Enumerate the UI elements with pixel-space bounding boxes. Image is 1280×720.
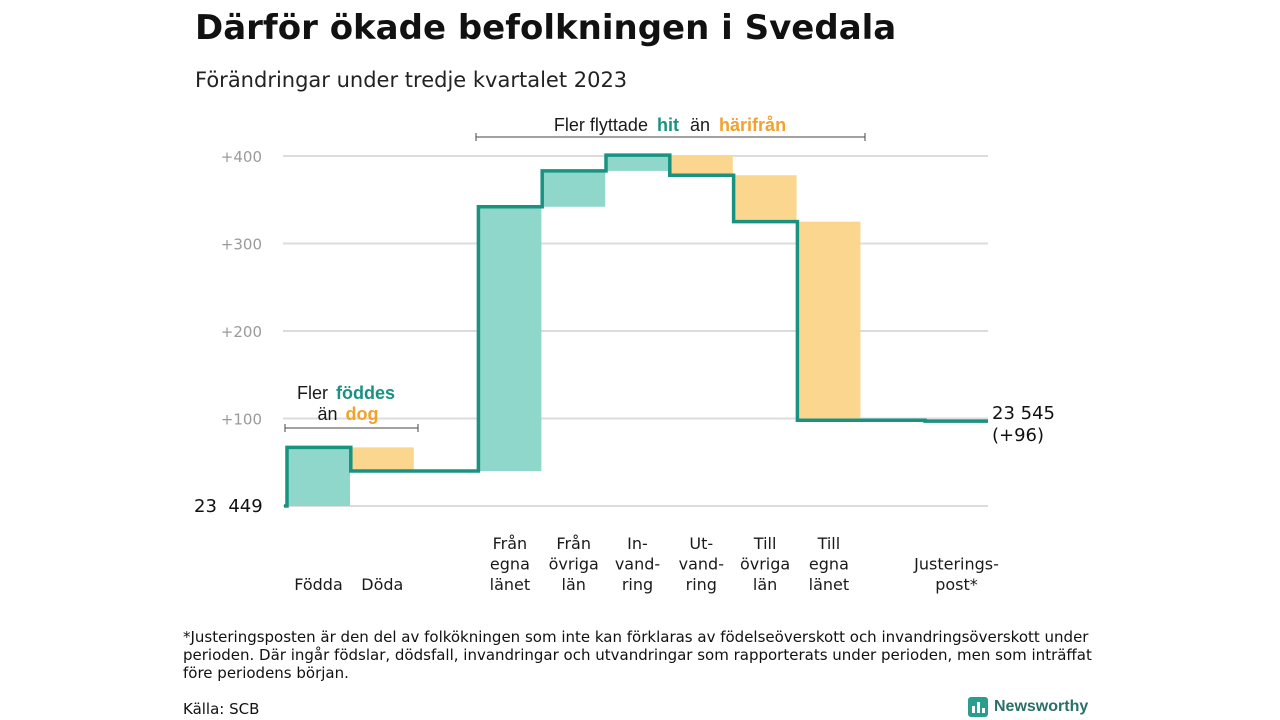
born-annotation-line1: Fler föddes bbox=[297, 383, 395, 403]
category-label: län bbox=[562, 575, 586, 594]
born-annotation-foddes: föddes bbox=[336, 383, 395, 403]
moved-annotation-hit: hit bbox=[657, 115, 679, 135]
y-tick-label: +300 bbox=[221, 236, 262, 254]
category-label: vand- bbox=[679, 555, 724, 574]
category-label: Ut- bbox=[689, 534, 713, 553]
bar bbox=[478, 206, 542, 471]
y-tick-label: +400 bbox=[221, 148, 262, 166]
category-label: Till bbox=[753, 534, 777, 553]
category-label: Från bbox=[556, 534, 591, 553]
category-label: Från bbox=[493, 534, 528, 553]
chart-title: Därför ökade befolkningen i Svedala bbox=[195, 8, 897, 48]
moved-annotation-a: Fler flyttade bbox=[554, 115, 648, 135]
bar bbox=[287, 447, 350, 506]
source-label: Källa: SCB bbox=[183, 700, 260, 718]
cumulative-step-line bbox=[284, 153, 988, 508]
brand-logo[interactable]: Newsworthy bbox=[968, 697, 1088, 717]
gridlines: +100 +200 +300 +400 bbox=[221, 148, 988, 507]
bar bbox=[350, 447, 414, 471]
category-label: egna bbox=[809, 555, 849, 574]
category-label: Justerings- bbox=[913, 555, 999, 574]
category-label: övriga bbox=[740, 555, 790, 574]
bar bbox=[733, 175, 797, 222]
category-label: egna bbox=[490, 555, 530, 574]
born-annotation-dog: dog bbox=[346, 404, 379, 424]
category-label: övriga bbox=[549, 555, 599, 574]
bar bbox=[797, 221, 861, 421]
born-annotation-fler: Fler bbox=[297, 383, 328, 403]
brand-name: Newsworthy bbox=[994, 698, 1089, 715]
category-label: länet bbox=[809, 575, 850, 594]
bar-chart-icon bbox=[968, 697, 988, 717]
moved-annotation-b: än bbox=[690, 115, 710, 135]
category-label: ring bbox=[686, 575, 717, 594]
waterfall-chart: +100+200+300+400 Födda DödaFrånegnalänetF… bbox=[194, 115, 1055, 594]
category-label: ring bbox=[622, 575, 653, 594]
category-label: In- bbox=[627, 534, 648, 553]
end-change-label: (+96) bbox=[992, 425, 1044, 446]
moved-annotation: Fler flyttade hit än härifrån bbox=[554, 115, 786, 135]
end-value-label: 23 545 bbox=[992, 403, 1055, 424]
step-line bbox=[284, 153, 988, 508]
category-label: län bbox=[753, 575, 777, 594]
category-labels: Födda DödaFrånegnalänetFrånövrigalänIn-va… bbox=[294, 534, 999, 594]
bar bbox=[542, 170, 606, 207]
bar bbox=[606, 155, 669, 171]
moved-annotation-harifran: härifrån bbox=[719, 115, 786, 135]
y-tick-label: +100 bbox=[221, 411, 262, 429]
category-label: Till bbox=[817, 534, 841, 553]
category-label: post* bbox=[935, 575, 978, 594]
category-label: vand- bbox=[615, 555, 660, 574]
bar bbox=[669, 155, 733, 176]
category-label: länet bbox=[490, 575, 531, 594]
category-label: Födda bbox=[294, 575, 343, 594]
born-annotation-line2: än dog bbox=[317, 404, 378, 424]
start-value-label: 23 449 bbox=[194, 496, 263, 517]
born-annotation-an: än bbox=[317, 404, 337, 424]
y-tick-label: +200 bbox=[221, 323, 262, 341]
category-label: Döda bbox=[361, 575, 403, 594]
chart-subtitle: Förändringar under tredje kvartalet 2023 bbox=[195, 68, 628, 92]
footnote: *Justeringsposten är den del av folkökni… bbox=[183, 628, 1092, 682]
